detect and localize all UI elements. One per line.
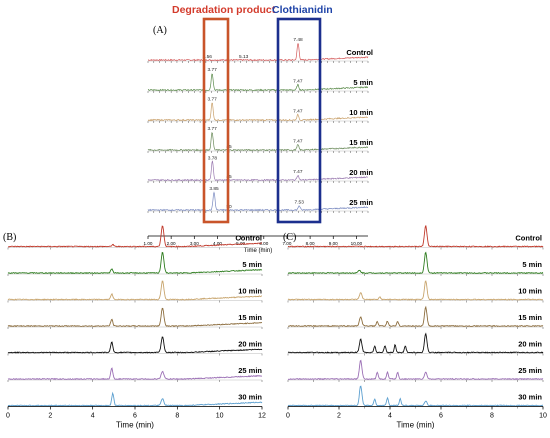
series-label: 5 min	[353, 78, 373, 87]
degradation-product-box	[202, 17, 230, 224]
series-label: 5 min	[522, 260, 542, 269]
series-label: 10 min	[238, 287, 262, 296]
peak-label: 5.13	[239, 54, 249, 60]
series-label: 5 min	[242, 260, 262, 269]
series-label: 30 min	[238, 393, 262, 402]
series-label: Control	[515, 234, 542, 243]
peak-label: 3.56	[203, 54, 213, 60]
x-tick-label: 2.00	[167, 241, 176, 246]
x-tick-label: 8	[175, 413, 179, 420]
clothianidin-header: Clothianidin	[272, 4, 333, 16]
series-trace-25-min	[147, 191, 369, 212]
series-trace-15-min	[7, 307, 263, 328]
degradation-product-header: Degradation product	[172, 4, 276, 16]
peak-label: 7.47	[293, 169, 303, 175]
x-tick-label: 2	[337, 413, 341, 420]
series-label: 30 min	[518, 393, 542, 402]
series-trace-10-min	[287, 280, 544, 301]
panel-c-label: (C)	[283, 232, 296, 243]
panel-a-label: (A)	[153, 25, 167, 36]
x-tick-label: 0	[6, 413, 10, 420]
x-tick-label: 10.00	[351, 241, 363, 246]
x-tick-label: 6	[133, 413, 137, 420]
x-tick-label: 10	[216, 413, 224, 420]
series-trace-15-min	[147, 132, 369, 152]
series-label: 20 min	[518, 340, 542, 349]
x-tick-label: 4	[388, 413, 392, 420]
peak-label: 7.47	[293, 79, 303, 85]
series-trace-control	[287, 225, 544, 248]
series-trace-5-min	[7, 251, 263, 275]
series-label: 25 min	[518, 366, 542, 375]
x-tick-label: 4	[91, 413, 95, 420]
series-label: 20 min	[349, 168, 373, 177]
series-trace-5-min	[287, 251, 544, 275]
panel-b-chart: Control 5 min 10 min 15 min 20 min 25 min 30 m…	[6, 225, 266, 430]
peak-label: 3.77	[207, 67, 217, 73]
x-tick-label: 7.00	[282, 241, 291, 246]
x-tick-label: 6	[439, 413, 443, 420]
series-trace-20-min	[7, 336, 263, 354]
x-axis-title: Time (min)	[397, 421, 435, 430]
peak-label: 7.47	[293, 139, 303, 145]
x-tick-label: 8	[490, 413, 494, 420]
x-tick-label: 4.00	[213, 241, 222, 246]
series-label: 20 min	[238, 340, 262, 349]
series-trace-25-min	[287, 359, 544, 381]
series-label: 25 min	[349, 198, 373, 207]
series-trace-25-min	[7, 367, 263, 381]
x-tick-label: 5.00	[236, 241, 245, 246]
peak-label: 3.77	[207, 126, 217, 132]
x-tick-label: 1.00	[144, 241, 153, 246]
series-label: 15 min	[518, 313, 542, 322]
series-trace-15-min	[287, 305, 544, 328]
series-trace-10-min	[147, 102, 369, 122]
peak-label: 7.48	[293, 37, 303, 43]
series-trace-30-min	[287, 385, 544, 407]
peak-label: 3.78	[208, 155, 218, 161]
x-tick-label: 9.00	[329, 241, 338, 246]
series-label: 10 min	[518, 287, 542, 296]
peak-label: 3.85	[209, 186, 219, 192]
series-trace-control	[7, 225, 263, 248]
x-tick-label: 8.00	[306, 241, 315, 246]
series-label: 10 min	[349, 108, 373, 117]
x-tick-label: 3.00	[190, 241, 199, 246]
series-trace-5-min	[147, 73, 369, 92]
x-tick-label: 2	[48, 413, 52, 420]
series-label: 15 min	[238, 313, 262, 322]
x-axis-title: Time (min)	[244, 248, 272, 254]
series-label: 25 min	[238, 366, 262, 375]
panel-b-label: (B)	[3, 232, 16, 243]
series-trace-control	[147, 43, 369, 62]
series-label: 15 min	[349, 138, 373, 147]
series-trace-30-min	[7, 391, 263, 407]
clothianidin-box	[276, 17, 322, 224]
x-tick-label: 6.00	[259, 241, 268, 246]
peak-label: 7.53	[295, 200, 305, 206]
panel-a-chart: Control 7.48 3.56 5.13 5 min 3.77 7.47 10 min 3.…	[144, 37, 374, 254]
x-tick-label: 10	[539, 413, 547, 420]
series-label: Control	[235, 234, 262, 243]
x-tick-label: 0	[286, 413, 290, 420]
series-trace-10-min	[7, 280, 263, 301]
panel-c-chart: Control 5 min 10 min 15 min 20 min 25 min 30 m…	[286, 225, 547, 430]
peak-label: 7.47	[293, 109, 303, 115]
x-axis-title: Time (min)	[116, 421, 154, 430]
x-tick-label: 12	[258, 413, 266, 420]
series-trace-20-min	[147, 160, 369, 182]
series-label: Control	[346, 48, 373, 57]
peak-label: 3.77	[207, 97, 217, 103]
series-trace-20-min	[287, 332, 544, 354]
